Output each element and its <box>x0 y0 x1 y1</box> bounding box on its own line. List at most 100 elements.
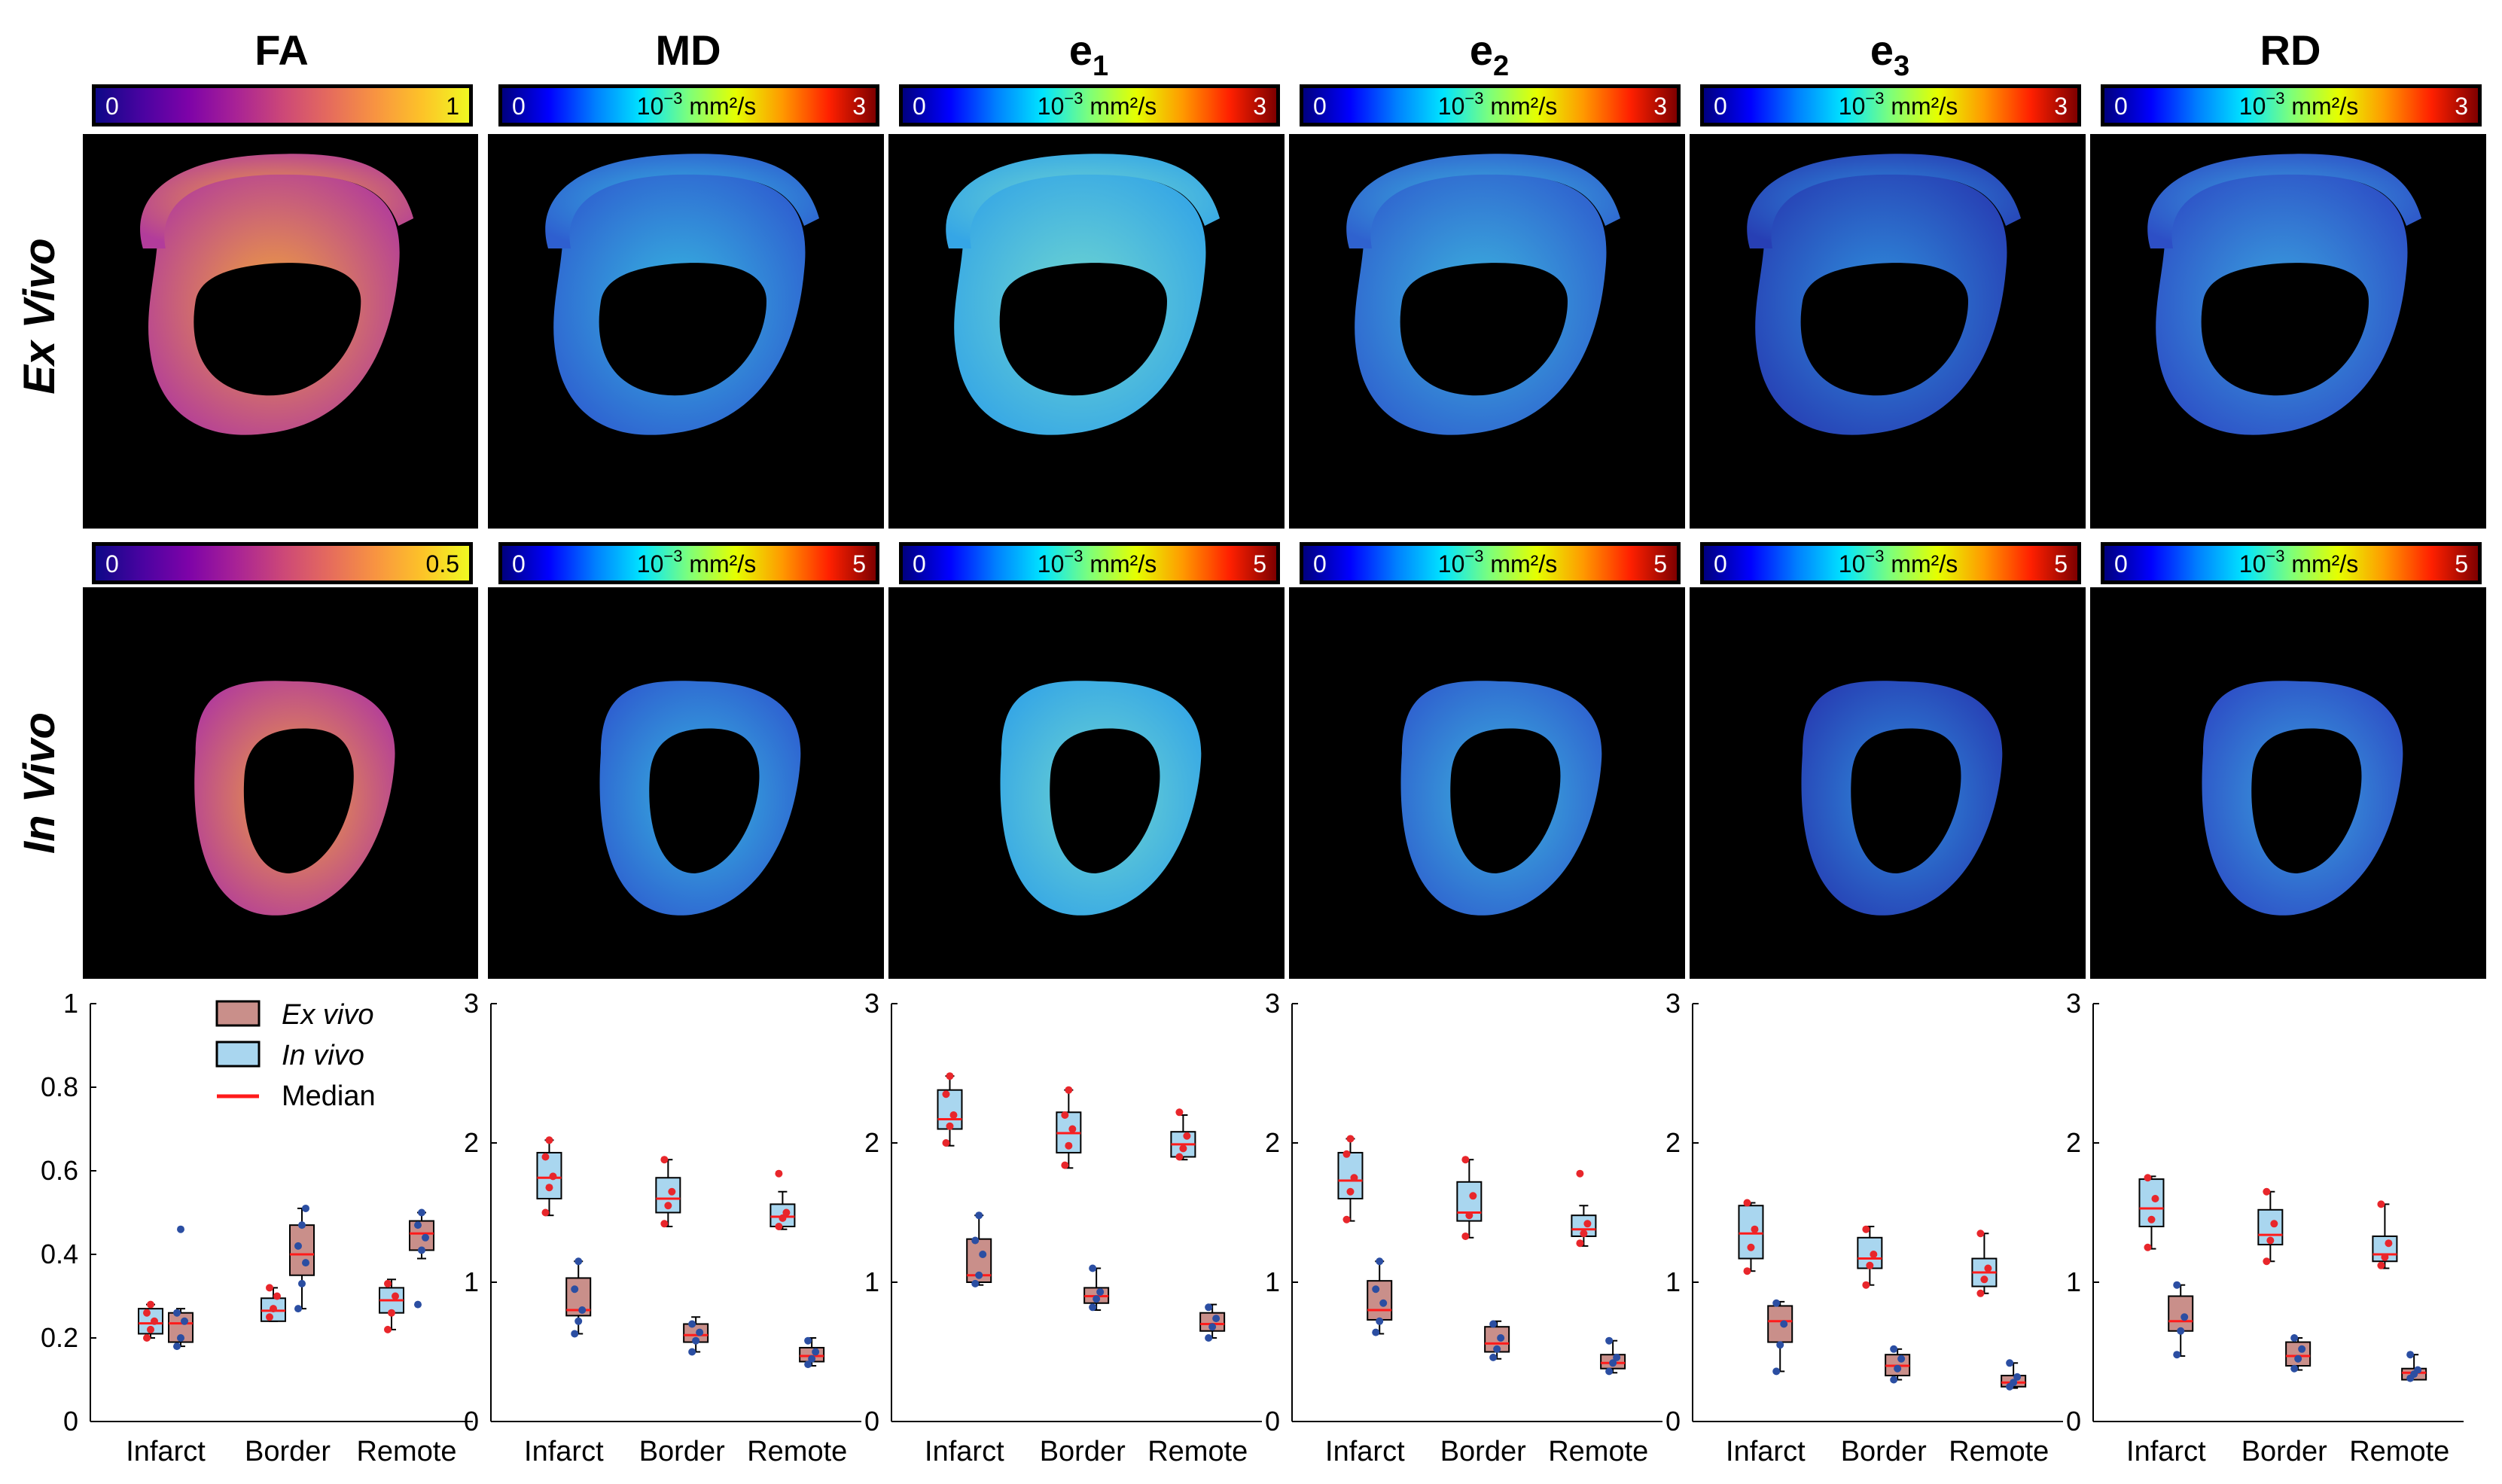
data-point <box>1379 1299 1388 1307</box>
data-point <box>2173 1351 2181 1359</box>
data-point <box>418 1208 425 1217</box>
ex-vivo-box-Border <box>1484 1320 1510 1361</box>
colorbar-unit-label: 10−3 mm²/s <box>1438 547 1557 577</box>
data-point <box>971 1236 980 1245</box>
colorbars: 0 10 0.50 310−3 mm²/s0 510−3 mm²/s0 310−3 mm²… <box>92 84 2482 584</box>
map-in-vivo-2 <box>888 587 1285 979</box>
in-vivo-box-Remote <box>1170 1108 1196 1161</box>
y-tick-label: 2 <box>1265 1127 1280 1158</box>
ex-vivo-box-Remote <box>799 1336 825 1369</box>
x-tick-label: Infarct <box>925 1436 1004 1467</box>
data-point <box>696 1328 704 1336</box>
boxplot-FA: 0 0.2 0.4 0.6 0.8 1 Infarct Border Remote <box>41 988 473 1467</box>
y-tick-label: 3 <box>2066 988 2081 1019</box>
data-point <box>779 1214 787 1222</box>
data-point <box>545 1184 553 1192</box>
colorbar-unit-label: 10−3 mm²/s <box>1839 547 1958 577</box>
data-point <box>808 1354 816 1363</box>
in-vivo-box-Border <box>2257 1187 2284 1266</box>
colorbar: 0 3 10−3 mm²/s <box>498 84 879 126</box>
data-point <box>1580 1230 1588 1238</box>
data-point <box>1976 1289 1985 1297</box>
x-tick-label: Remote <box>2349 1436 2449 1467</box>
colorbar-unit-label: 10−3 mm²/s <box>1839 89 1958 120</box>
data-point <box>147 1300 154 1309</box>
colorbar: 0 0.5 <box>92 542 473 584</box>
data-point <box>1743 1267 1751 1275</box>
y-tick-label: 0 <box>1265 1406 1280 1437</box>
data-point <box>942 1139 950 1147</box>
data-point <box>2290 1364 2299 1373</box>
data-point <box>578 1306 587 1314</box>
y-tick-label: 2 <box>464 1127 479 1158</box>
data-point <box>2006 1359 2014 1367</box>
in-vivo-box-Remote <box>1971 1230 1998 1297</box>
data-point <box>1461 1156 1470 1164</box>
data-point <box>1489 1320 1498 1328</box>
colorbar-gradient <box>903 546 1276 580</box>
ex-vivo-box-Remote <box>2001 1359 2027 1391</box>
legend-swatch-in-vivo <box>215 1041 261 1068</box>
colorbar-min-label: 0 <box>105 93 119 120</box>
x-tick-label: Infarct <box>1325 1436 1405 1467</box>
colorbar-unit-label: 10−3 mm²/s <box>637 89 756 120</box>
data-point <box>2151 1195 2159 1202</box>
map-ex-vivo-0 <box>83 134 478 529</box>
data-point <box>298 1279 306 1287</box>
data-point <box>1346 1135 1355 1143</box>
data-point <box>549 1172 557 1181</box>
data-point <box>1061 1161 1069 1169</box>
data-point <box>1469 1192 1477 1200</box>
boxplot-e1: 0 1 2 3 Infarct Border Remote <box>864 988 1262 1467</box>
x-tick-label: Remote <box>1548 1436 1648 1467</box>
data-point <box>1493 1345 1501 1353</box>
colorbar: 0 3 10−3 mm²/s <box>2101 84 2482 126</box>
in-vivo-box-Border <box>655 1156 681 1228</box>
x-tick-label: Remote <box>356 1436 456 1467</box>
colorbar-max-label: 5 <box>1653 550 1667 577</box>
data-point <box>942 1090 950 1099</box>
column-title-5: RD <box>2260 26 2321 74</box>
x-tick-label: Remote <box>1147 1436 1248 1467</box>
data-point <box>1583 1220 1592 1228</box>
y-tick-label: 1 <box>2066 1266 2081 1297</box>
data-point <box>1780 1320 1788 1328</box>
colorbar-min-label: 0 <box>105 550 119 577</box>
colorbar-gradient <box>903 88 1276 123</box>
data-point <box>1984 1264 1992 1272</box>
colorbar-max-label: 5 <box>2455 550 2468 577</box>
y-tick-label: 2 <box>864 1127 879 1158</box>
row-labels: Ex Vivo In Vivo <box>15 238 64 854</box>
ex-vivo-box-Border <box>289 1204 315 1313</box>
ex-vivo-box-Border <box>1885 1345 1911 1384</box>
column-title-0: FA <box>254 26 309 74</box>
x-tick-label: Border <box>1440 1436 1526 1467</box>
data-point <box>2144 1243 2152 1251</box>
data-point <box>1980 1275 1988 1284</box>
y-tick-label: 2 <box>2066 1127 2081 1158</box>
map-ex-vivo-5 <box>2090 134 2486 529</box>
x-tick-label: Infarct <box>524 1436 604 1467</box>
data-point <box>1183 1132 1191 1140</box>
ex-vivo-box-Remote <box>1600 1336 1626 1376</box>
y-tick-label: 0 <box>2066 1406 2081 1437</box>
colorbar-max-label: 5 <box>852 550 866 577</box>
map-ex-vivo-2 <box>888 134 1285 529</box>
ex-vivo-box-Infarct <box>1767 1299 1793 1376</box>
data-point <box>1747 1243 1755 1251</box>
legend: Ex vivo In vivo Median <box>215 999 376 1112</box>
data-point <box>2144 1174 2152 1182</box>
data-point <box>1862 1225 1870 1233</box>
data-point <box>1175 1108 1184 1117</box>
colorbar: 0 3 10−3 mm²/s <box>1300 84 1681 126</box>
data-point <box>302 1204 309 1212</box>
data-point <box>1065 1086 1073 1094</box>
data-point <box>384 1279 392 1287</box>
data-point <box>177 1225 184 1233</box>
data-point <box>143 1334 151 1342</box>
data-point <box>2270 1220 2278 1228</box>
y-tick-label: 0 <box>864 1406 879 1437</box>
y-tick-label: 0.4 <box>41 1239 78 1269</box>
y-tick-label: 1 <box>63 988 78 1019</box>
